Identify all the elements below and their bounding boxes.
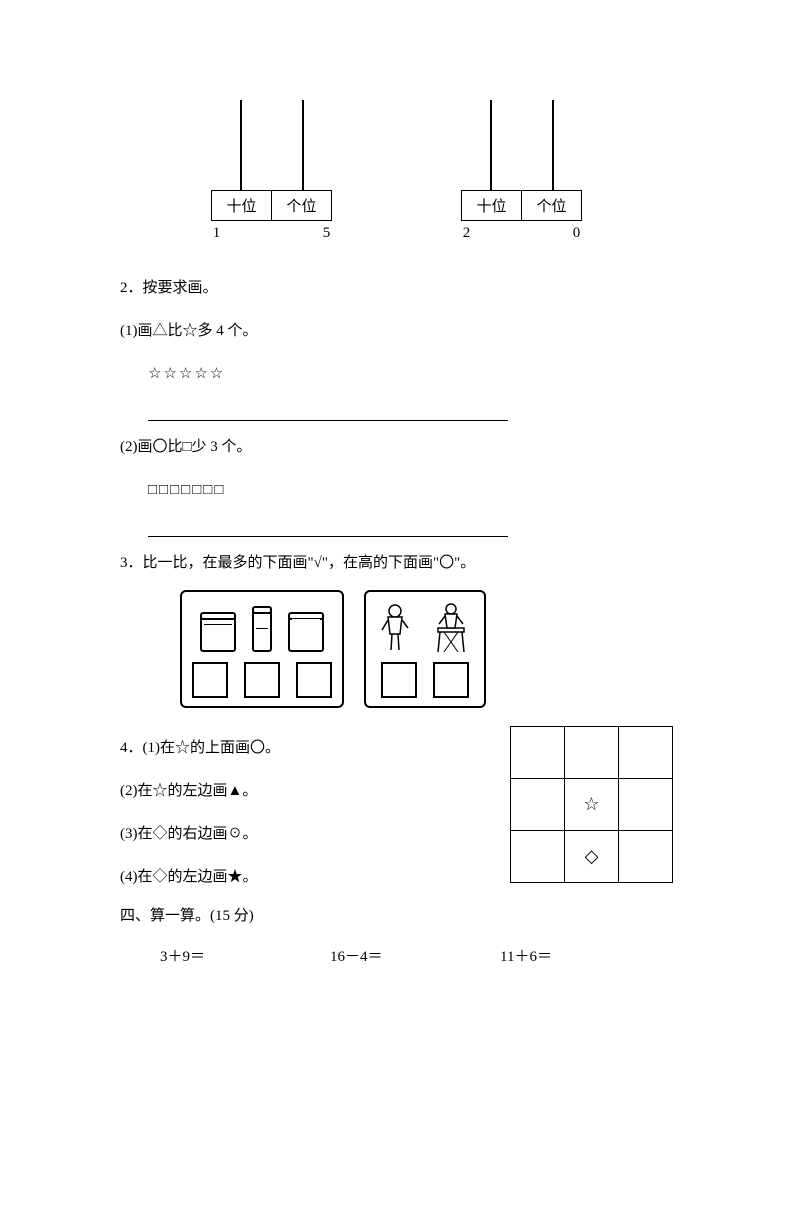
tens-digit: 1 [187,225,247,242]
answer-line[interactable] [148,517,508,537]
tens-label: 十位 [212,191,272,221]
q2-sub1: (1)画△比☆多 4 个。 [120,315,673,348]
jar [288,614,324,652]
q4-text: 4．(1)在☆的上面画〇。 (2)在☆的左边画▲。 (3)在◇的右边画☉。 (4… [120,722,470,894]
place-value-table: 十位 个位 [211,190,332,221]
grid-cell-diamond[interactable]: ◇ [565,831,619,883]
grid-cell[interactable] [511,779,565,831]
kid-on-chair-icon [430,602,474,652]
abacus-digits: 2 0 [437,225,607,242]
q2-squares: □□□□□□□ [120,474,673,507]
rod [302,100,304,190]
q4-sub3: (3)在◇的右边画☉。 [120,818,470,851]
abacus-rods [490,100,554,190]
grid-cell-star[interactable]: ☆ [565,779,619,831]
grid-cell[interactable] [511,831,565,883]
calc-item: 11＋6＝ [500,945,670,966]
q3-title: 3．比一比，在最多的下面画"√"，在高的下面画"〇"。 [120,547,673,580]
rod [552,100,554,190]
q4-sub4: (4)在◇的左边画★。 [120,861,470,894]
calc-item: 3＋9＝ [160,945,330,966]
abacus-right: 十位 个位 2 0 [437,100,607,242]
q2-title: 2．按要求画。 [120,272,673,305]
grid-cell[interactable] [619,727,673,779]
grid-cell[interactable] [511,727,565,779]
checkbox[interactable] [244,662,280,698]
jar-water [292,618,320,648]
checkbox[interactable] [192,662,228,698]
answer-line[interactable] [148,401,508,421]
ones-digit: 0 [547,225,607,242]
rod [490,100,492,190]
grid-cell[interactable] [619,831,673,883]
q3-panels [180,590,673,708]
jars-row [192,602,332,652]
rod [240,100,242,190]
abacus-left: 十位 个位 1 5 [187,100,357,242]
calc-item: 16－4＝ [330,945,500,966]
calc-title: 四、算一算。(15 分) [120,900,673,933]
place-value-table: 十位 个位 [461,190,582,221]
abacus-digits: 1 5 [187,225,357,242]
jar [200,614,236,652]
checkbox-row [376,662,474,698]
jars-panel [180,590,344,708]
grid-cell[interactable] [619,779,673,831]
position-grid: ☆ ◇ [510,726,673,883]
jar-water [204,624,232,648]
checkbox[interactable] [296,662,332,698]
q2-stars: ☆☆☆☆☆ [120,358,673,391]
grid-cell[interactable] [565,727,619,779]
q4-section: 4．(1)在☆的上面画〇。 (2)在☆的左边画▲。 (3)在◇的右边画☉。 (4… [120,722,673,894]
kids-row [376,602,474,652]
jar-water [256,628,268,648]
q4-title: 4．(1)在☆的上面画〇。 [120,732,470,765]
ones-label: 个位 [272,191,332,221]
abacus-rods [240,100,304,190]
kid-standing-icon [376,602,414,652]
q4-sub2: (2)在☆的左边画▲。 [120,775,470,808]
abacus-section: 十位 个位 1 5 十位 个位 2 0 [120,100,673,242]
ones-digit: 5 [297,225,357,242]
tens-digit: 2 [437,225,497,242]
checkbox-row [192,662,332,698]
checkbox[interactable] [433,662,469,698]
kids-panel [364,590,486,708]
jar [252,608,272,652]
ones-label: 个位 [522,191,582,221]
q2-sub2: (2)画〇比□少 3 个。 [120,431,673,464]
checkbox[interactable] [381,662,417,698]
tens-label: 十位 [462,191,522,221]
calc-row: 3＋9＝ 16－4＝ 11＋6＝ [120,945,673,966]
